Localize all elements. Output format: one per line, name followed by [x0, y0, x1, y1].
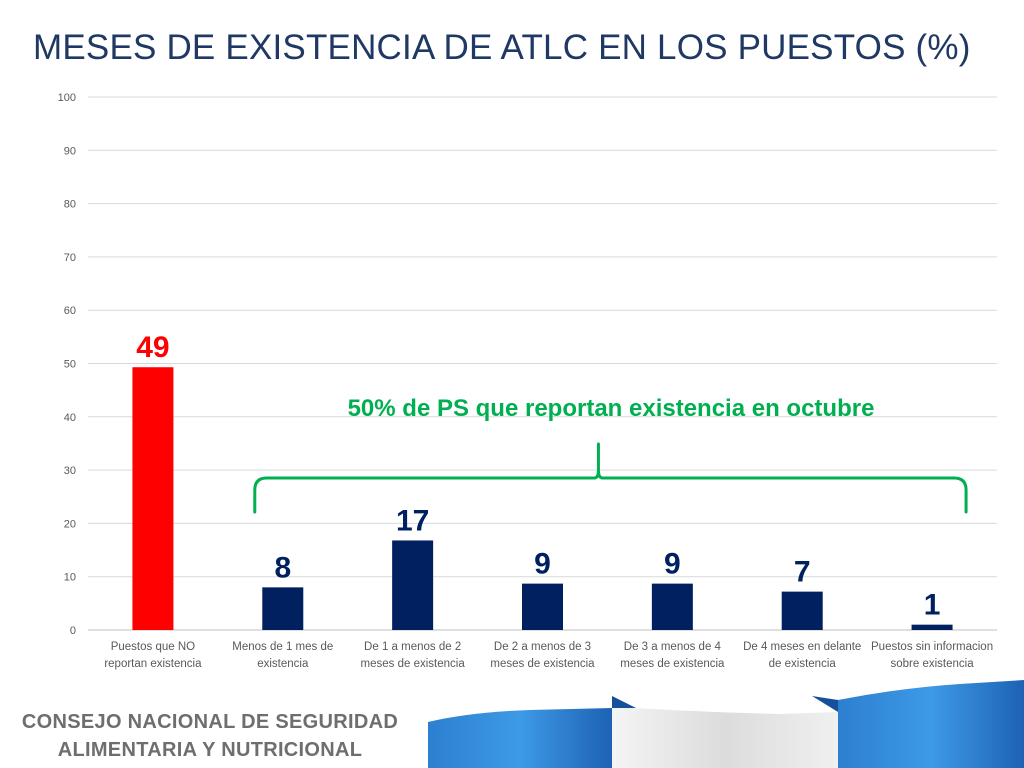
x-tick-label-6: Puestos sin informacion sobre existencia — [871, 641, 993, 670]
y-tick-label: 50 — [64, 359, 76, 371]
curly-bracket — [253, 442, 968, 514]
annotation-group: 50% de PS que reportan existencia en oct… — [253, 395, 968, 514]
y-tick-label: 100 — [58, 92, 76, 104]
y-tick-label: 30 — [64, 465, 76, 477]
data-label-5: 7 — [794, 556, 811, 589]
bar-chart: 0 10 20 30 40 50 60 70 80 90 100 49 8 17 9 9 7 1 Puestos… — [58, 92, 997, 670]
bar-2 — [392, 540, 434, 630]
x-tick-label-3: De 2 a menos de 3 meses de existencia — [490, 641, 595, 670]
bar-0 — [132, 367, 174, 630]
data-label-4: 9 — [664, 548, 681, 581]
data-label-2: 17 — [396, 504, 429, 537]
gridlines — [88, 96, 997, 631]
y-tick-label: 20 — [64, 518, 76, 530]
bars — [132, 367, 953, 630]
y-tick-label: 10 — [64, 572, 76, 584]
y-axis-ticks: 0 10 20 30 40 50 60 70 80 90 100 — [58, 92, 76, 637]
x-tick-label-1: Menos de 1 mes de existencia — [232, 641, 333, 670]
footer-line-1: CONSEJO NACIONAL DE SEGURIDAD — [21, 711, 399, 733]
data-label-3: 9 — [534, 548, 551, 581]
x-tick-label-0: Puestos que NO reportan existencia — [104, 641, 202, 670]
x-tick-label-4: De 3 a menos de 4 meses de existencia — [620, 641, 725, 670]
y-tick-label: 40 — [64, 412, 76, 424]
data-label-6: 1 — [924, 589, 941, 622]
bar-4 — [651, 583, 693, 630]
y-tick-label: 0 — [70, 625, 76, 637]
x-tick-label-5: De 4 meses en delante de existencia — [743, 641, 861, 670]
data-labels: 49 8 17 9 9 7 1 — [136, 331, 940, 621]
x-tick-label-2: De 1 a menos de 2 meses de existencia — [361, 641, 466, 670]
y-tick-label: 90 — [64, 145, 76, 157]
footer-line-2: ALIMENTARIA Y NUTRICIONAL — [57, 739, 363, 761]
bar-5 — [781, 591, 823, 630]
bar-1 — [262, 587, 304, 630]
y-tick-label: 60 — [64, 305, 76, 317]
y-tick-label: 80 — [64, 199, 76, 211]
bar-3 — [522, 583, 563, 630]
data-label-1: 8 — [274, 551, 291, 584]
y-tick-label: 70 — [64, 252, 76, 264]
bar-6 — [911, 624, 953, 630]
annotation-text: 50% de PS que reportan existencia en oct… — [348, 395, 875, 422]
chart-title: MESES DE EXISTENCIA DE ATLC EN LOS PUEST… — [33, 28, 971, 67]
organization-footer: CONSEJO NACIONAL DE SEGURIDAD ALIMENTARI… — [0, 708, 420, 764]
data-label-0: 49 — [136, 331, 169, 364]
x-axis-labels: Puestos que NO reportan existencia Menos d… — [104, 641, 993, 670]
